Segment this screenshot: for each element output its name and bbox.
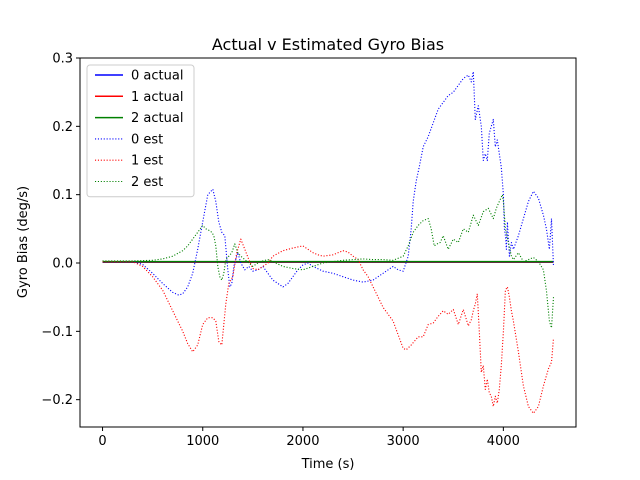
y-tick-label: 0.1 (52, 188, 73, 203)
series-line-1-est (102, 238, 555, 414)
x-tick-label: 4000 (487, 434, 520, 449)
axes-frame (79, 57, 577, 428)
legend-label: 0 est (131, 132, 163, 147)
chart-title: Actual v Estimated Gyro Bias (212, 35, 444, 54)
series-line-2-est (102, 194, 555, 329)
y-tick-label: −0.2 (41, 393, 73, 408)
x-tick-label: 3000 (387, 434, 420, 449)
y-tick-label: 0.2 (52, 120, 73, 135)
x-axis: 0 1000 2000 3000 4000 (98, 427, 520, 449)
legend-label: 1 est (131, 154, 163, 169)
x-tick-label: 0 (98, 434, 106, 449)
legend-box (86, 64, 195, 198)
x-axis-label: Time (s) (301, 457, 355, 472)
y-tick-label: 0.3 (52, 52, 73, 67)
legend-label: 0 actual (131, 69, 183, 84)
series-layer (102, 71, 555, 414)
legend: 0 actual 1 actual 2 actual 0 est 1 est 2 est (86, 64, 195, 198)
legend-label: 1 actual (131, 90, 183, 105)
y-axis: −0.2 −0.1 0.0 0.1 0.2 0.3 (41, 52, 80, 408)
legend-label: 2 est (131, 175, 163, 190)
series-line-0-est (102, 71, 555, 296)
x-tick-label: 2000 (286, 434, 319, 449)
x-tick-label: 1000 (186, 434, 219, 449)
legend-label: 2 actual (131, 111, 183, 126)
y-tick-label: −0.1 (41, 325, 73, 340)
y-tick-label: 0.0 (52, 257, 73, 272)
y-axis-label: Gyro Bias (deg/s) (16, 186, 31, 298)
